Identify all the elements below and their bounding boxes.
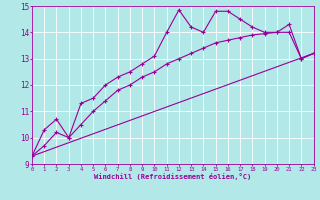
X-axis label: Windchill (Refroidissement éolien,°C): Windchill (Refroidissement éolien,°C) bbox=[94, 173, 252, 180]
